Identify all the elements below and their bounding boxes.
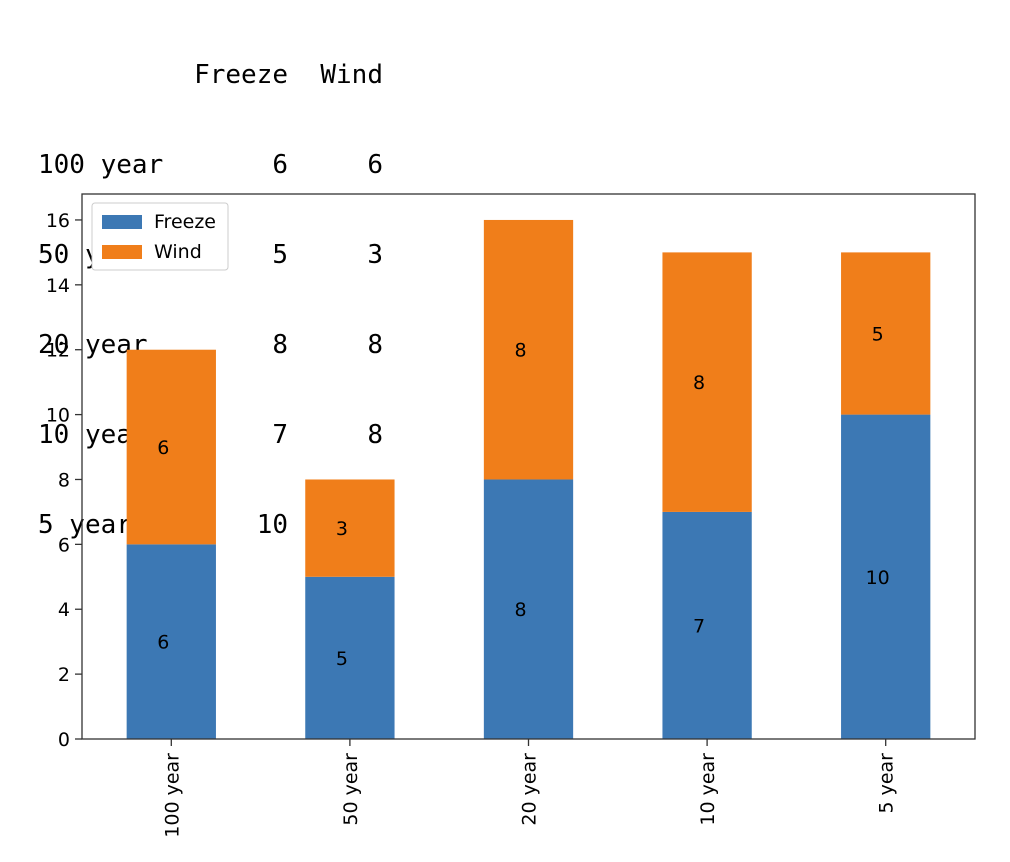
df-header-row: Freeze Wind <box>38 60 383 90</box>
df-cell: 3 <box>367 240 383 270</box>
x-tick-label: 50 year <box>340 753 362 826</box>
y-tick-label: 16 <box>46 210 70 232</box>
x-tick-label: 20 year <box>519 753 541 826</box>
legend-label-wind: Wind <box>154 241 202 263</box>
df-col-header: Wind <box>320 60 383 90</box>
x-tick-label: 100 year <box>161 753 183 838</box>
x-tick-label: 10 year <box>697 753 719 826</box>
df-cell: 6 <box>367 150 383 180</box>
y-tick-label: 2 <box>58 664 70 686</box>
bar-value-label: 7 <box>693 615 705 637</box>
bar-value-label: 6 <box>157 632 169 654</box>
df-index: 100 year <box>38 150 164 180</box>
df-cell: 10 <box>256 510 288 540</box>
bar-wind-5-year <box>841 252 931 415</box>
legend-swatch-wind <box>102 245 142 259</box>
df-row: 100 year 6 6 <box>38 150 383 180</box>
bar-wind-10-year <box>662 252 752 512</box>
y-tick-label: 12 <box>46 340 70 362</box>
x-tick-label: 5 year <box>876 753 898 814</box>
df-cell: 8 <box>367 330 383 360</box>
df-index: 5 year <box>38 510 132 540</box>
bar-freeze-5-year <box>841 414 931 739</box>
legend-swatch-freeze <box>102 215 142 229</box>
bar-wind-100-year <box>126 349 216 545</box>
df-cell: 7 <box>272 420 288 450</box>
bar-value-label: 3 <box>336 518 348 540</box>
bar-value-label: 8 <box>693 372 705 394</box>
bar-value-label: 10 <box>866 567 890 589</box>
bar-wind-50-year <box>305 479 395 577</box>
bar-value-label: 8 <box>514 340 526 362</box>
df-col-header: Freeze <box>194 60 288 90</box>
bar-wind-20-year <box>483 219 574 480</box>
df-row: 5 year105 <box>38 510 383 540</box>
df-cell: 6 <box>272 150 288 180</box>
y-tick-label: 6 <box>58 534 70 556</box>
bar-freeze-50-year <box>305 576 395 739</box>
bar-value-label: 8 <box>514 599 526 621</box>
legend-label-freeze: Freeze <box>154 211 216 233</box>
bar-value-label: 5 <box>872 323 884 345</box>
bar-freeze-20-year <box>483 479 574 739</box>
bar-value-label: 5 <box>336 648 348 670</box>
y-tick-label: 4 <box>58 599 70 621</box>
df-cell: 8 <box>367 420 383 450</box>
df-cell: 5 <box>272 240 288 270</box>
bar-freeze-100-year <box>126 544 216 739</box>
bar-freeze-10-year <box>662 511 752 739</box>
y-tick-label: 8 <box>58 469 70 491</box>
y-tick-label: 10 <box>46 405 70 427</box>
y-tick-label: 0 <box>58 729 70 751</box>
y-tick-label: 14 <box>46 275 70 297</box>
bar-value-label: 6 <box>157 437 169 459</box>
df-cell: 8 <box>272 330 288 360</box>
